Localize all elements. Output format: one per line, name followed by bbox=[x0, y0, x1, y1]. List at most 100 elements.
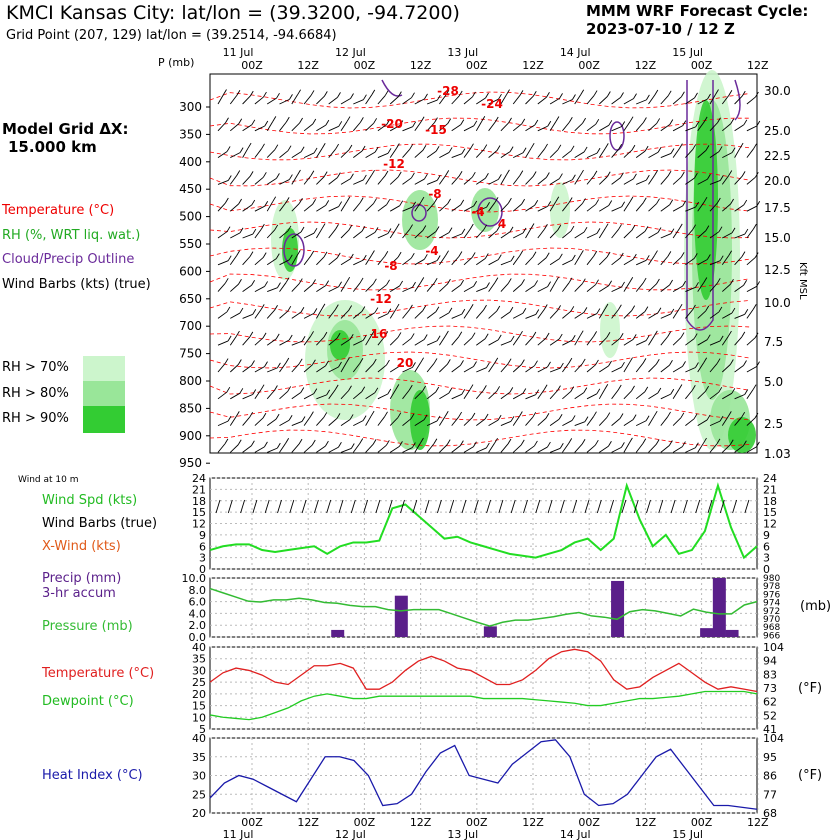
wind-barb-flag bbox=[584, 416, 589, 422]
wind-barb bbox=[672, 365, 683, 373]
wind-barb bbox=[291, 94, 299, 105]
temperature-contour-label: 4 bbox=[498, 217, 506, 231]
wind-barb-flag bbox=[667, 90, 672, 97]
wind-barb-flag bbox=[223, 89, 227, 95]
wind-barb-flag bbox=[618, 224, 622, 230]
wind-barb-flag bbox=[310, 90, 315, 96]
wind-barb bbox=[697, 282, 705, 292]
wind-barb bbox=[353, 179, 364, 185]
wind-barb-flag bbox=[471, 252, 476, 258]
wind-barb bbox=[685, 257, 695, 266]
cloud-outline bbox=[477, 197, 503, 227]
wind-barb-flag bbox=[397, 171, 402, 178]
wind-barb-flag bbox=[633, 93, 637, 99]
wind-barb bbox=[340, 258, 351, 266]
wind-barb-flag bbox=[289, 174, 293, 180]
wind-barb-flag bbox=[385, 440, 390, 446]
wind-barb-flag bbox=[361, 306, 366, 312]
wind-barb bbox=[636, 99, 647, 105]
wind-barb bbox=[537, 337, 547, 346]
wind-barb-flag bbox=[716, 278, 721, 284]
wind-barb-flag bbox=[420, 437, 424, 444]
wind-barb bbox=[574, 94, 582, 105]
wind-barb-flag bbox=[547, 281, 551, 287]
wind-barb bbox=[266, 258, 277, 266]
wind-barb-flag bbox=[326, 389, 331, 396]
surface-wind-barb bbox=[695, 499, 701, 514]
wind-barb bbox=[439, 123, 448, 132]
wind-barb bbox=[377, 336, 386, 346]
wind-barb-flag bbox=[348, 305, 353, 311]
wind-barb bbox=[636, 259, 647, 266]
wind-barb-flag bbox=[252, 309, 257, 315]
wind-barb-flag bbox=[348, 224, 353, 231]
wind-barb bbox=[562, 150, 572, 158]
wind-barb-flag bbox=[247, 142, 252, 149]
wind-ytick-right: 0 bbox=[763, 563, 770, 576]
surface-wind-barb bbox=[227, 499, 233, 514]
surface-wind-barb bbox=[682, 499, 688, 514]
wind-barb-flag bbox=[313, 147, 318, 154]
wind-barb bbox=[426, 443, 435, 453]
wind-barb bbox=[266, 178, 277, 185]
wind-barb-flag bbox=[433, 197, 438, 204]
wind-barb-flag bbox=[238, 198, 242, 205]
wind-barb-flag bbox=[547, 441, 551, 448]
wind-barb bbox=[488, 202, 496, 212]
wind-barb bbox=[574, 335, 581, 346]
wind-barb-flag bbox=[546, 91, 550, 98]
wind-barb bbox=[549, 390, 558, 400]
wind-barb bbox=[549, 338, 560, 346]
wind-barb-flag bbox=[547, 120, 552, 127]
wind-barb bbox=[623, 149, 633, 158]
wind-barb-flag bbox=[484, 333, 489, 339]
temp-ytick: 25 bbox=[192, 676, 206, 689]
wind-barb bbox=[230, 232, 241, 239]
wind-barb-flag bbox=[731, 227, 736, 234]
wind-barb bbox=[599, 205, 609, 212]
wind-barb-flag bbox=[299, 117, 303, 124]
wind-barb bbox=[476, 367, 487, 373]
wind-barb bbox=[525, 314, 536, 319]
wind-barb bbox=[303, 444, 313, 453]
wind-barb-flag bbox=[224, 438, 229, 445]
wind-barb-flag bbox=[287, 305, 292, 312]
wind-barb bbox=[722, 312, 733, 319]
wind-barb-flag bbox=[518, 411, 523, 417]
wind-barb-flag bbox=[445, 170, 450, 176]
wind-barb-flag bbox=[756, 441, 760, 448]
wind-barb bbox=[574, 283, 583, 292]
wind-barb bbox=[463, 125, 475, 132]
wind-barb-flag bbox=[334, 384, 339, 391]
wind-barb bbox=[316, 228, 323, 239]
wind-barb bbox=[414, 98, 425, 105]
wind-barb-flag bbox=[237, 439, 242, 445]
wind-barb-flag bbox=[718, 386, 723, 393]
wind-barb-flag bbox=[631, 385, 635, 392]
height-axis-label: Kft MSL bbox=[797, 262, 808, 300]
wind-barb bbox=[697, 121, 705, 132]
wind-barb bbox=[697, 310, 707, 319]
wind-barb bbox=[476, 287, 487, 293]
surface-wind-barb bbox=[670, 499, 676, 514]
wind-ytick-right: 24 bbox=[763, 472, 777, 485]
wind-barb-flag bbox=[313, 388, 318, 394]
wind-barb bbox=[672, 389, 680, 400]
wind-barb bbox=[303, 393, 315, 400]
wind-barb bbox=[463, 285, 474, 292]
wind-barb-flag bbox=[522, 227, 527, 234]
wind-barb bbox=[672, 205, 683, 212]
surface-wind-barb bbox=[535, 499, 541, 514]
rh-shading bbox=[728, 417, 756, 453]
wind-barb bbox=[279, 443, 287, 453]
wind-barb bbox=[623, 338, 634, 346]
wind-barb-flag bbox=[397, 412, 402, 418]
wind-barb-flag bbox=[568, 117, 573, 123]
wind-barb-flag bbox=[409, 304, 413, 311]
wind-barb-flag bbox=[384, 251, 389, 257]
wind-barb bbox=[562, 310, 572, 319]
wind-barb bbox=[525, 417, 534, 426]
height-tick-label: 2.5 bbox=[764, 417, 783, 431]
wind-barb bbox=[488, 230, 498, 239]
wind-barb-flag bbox=[433, 277, 438, 284]
